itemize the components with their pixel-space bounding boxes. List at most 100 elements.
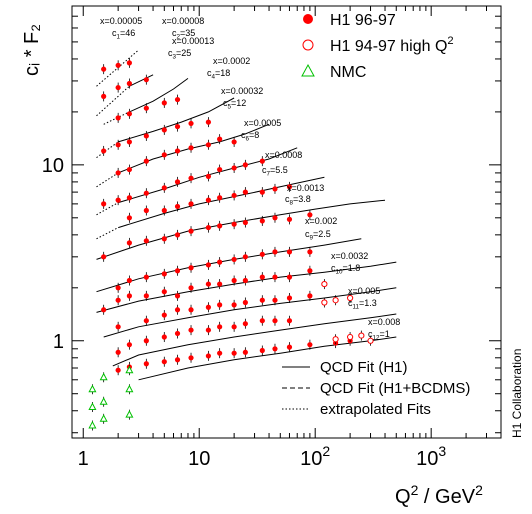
point-h1-96-97 bbox=[217, 324, 223, 330]
point-h1-96-97 bbox=[188, 285, 194, 291]
point-h1-96-97 bbox=[231, 302, 237, 308]
legend: H1 96-97 H1 94-97 high Q2 NMC QCD Fit (H1) Q… bbox=[282, 12, 470, 418]
axis-ticks: 1 10 102 103 1 10 bbox=[42, 6, 501, 470]
point-h1-96-97 bbox=[188, 327, 194, 333]
bin-x-label: x=0.0032 bbox=[331, 251, 368, 261]
point-h1-96-97 bbox=[205, 197, 212, 203]
point-h1-96-97 bbox=[161, 334, 167, 340]
fit-curve-bin-1 bbox=[96, 49, 139, 87]
bin-scale-label: c8=3.8 bbox=[285, 194, 311, 207]
point-h1-94-97 bbox=[321, 299, 328, 306]
point-h1-96-97 bbox=[188, 307, 194, 313]
point-h1-96-97 bbox=[174, 203, 181, 210]
fit-curve-bin-5 bbox=[96, 172, 119, 188]
point-h1-96-97 bbox=[231, 324, 237, 330]
point-nmc bbox=[88, 384, 97, 393]
point-h1-96-97 bbox=[161, 359, 167, 365]
point-h1-96-97 bbox=[231, 165, 237, 171]
point-h1-96-97 bbox=[143, 361, 149, 367]
point-h1-96-97 bbox=[205, 173, 212, 179]
bin-scale-label: c6=8 bbox=[241, 130, 259, 143]
point-h1-94-97 bbox=[332, 336, 339, 343]
point-h1-96-97 bbox=[126, 215, 132, 221]
point-h1-96-97 bbox=[231, 350, 237, 356]
point-h1-96-97 bbox=[188, 228, 194, 234]
point-h1-96-97 bbox=[286, 184, 293, 190]
point-h1-96-97 bbox=[101, 254, 107, 260]
legend-line-label: QCD Fit (H1+BCDMS) bbox=[320, 380, 470, 397]
fit-curve-bin-7 bbox=[96, 227, 119, 240]
legend-line-label: extrapolated Fits bbox=[320, 401, 431, 418]
point-nmc bbox=[125, 384, 134, 393]
point-h1-96-97 bbox=[126, 277, 132, 284]
point-h1-96-97 bbox=[174, 330, 181, 337]
point-h1-96-97 bbox=[161, 289, 167, 295]
point-h1-96-97 bbox=[101, 307, 107, 313]
point-h1-96-97 bbox=[242, 219, 248, 226]
point-h1-96-97 bbox=[161, 236, 167, 242]
point-h1-96-97 bbox=[272, 215, 278, 221]
point-h1-96-97 bbox=[242, 321, 248, 327]
data-points bbox=[88, 57, 374, 431]
point-h1-96-97 bbox=[286, 295, 293, 301]
point-h1-96-97 bbox=[286, 216, 293, 222]
y-tick-label: 10 bbox=[42, 155, 64, 177]
bin-x-label: x=0.0005 bbox=[244, 118, 281, 128]
bin-scale-label: c1=46 bbox=[112, 28, 135, 41]
point-h1-96-97 bbox=[272, 346, 278, 352]
point-h1-96-97 bbox=[272, 249, 278, 255]
plot-frame bbox=[71, 5, 502, 439]
point-h1-96-97 bbox=[272, 297, 278, 303]
point-h1-96-97 bbox=[259, 189, 265, 195]
point-h1-96-97 bbox=[259, 158, 265, 164]
point-h1-96-97 bbox=[143, 318, 149, 324]
point-h1-96-97 bbox=[143, 158, 149, 164]
point-h1-96-97 bbox=[286, 318, 293, 324]
point-h1-96-97 bbox=[161, 100, 167, 106]
fit-curve-bin-2 bbox=[129, 74, 154, 87]
point-h1-96-97 bbox=[205, 327, 212, 333]
point-h1-96-97 bbox=[231, 277, 237, 284]
point-h1-96-97 bbox=[259, 318, 265, 324]
bin-x-label: x=0.00005 bbox=[100, 16, 142, 26]
point-nmc bbox=[99, 372, 108, 381]
point-nmc bbox=[99, 414, 108, 422]
point-h1-96-97 bbox=[143, 207, 149, 214]
point-h1-94-97 bbox=[332, 297, 339, 304]
point-h1-96-97 bbox=[101, 148, 107, 154]
point-h1-96-97 bbox=[217, 281, 223, 287]
fit-curve-bin-4 bbox=[118, 97, 235, 143]
bin-x-label: x=0.0008 bbox=[265, 150, 302, 160]
bin-labels: x=0.00005 c1=46 x=0.00008 c2=35x=0.00013 c3=… bbox=[100, 16, 400, 342]
point-h1-96-97 bbox=[231, 256, 237, 263]
bin-x-label: x=0.0013 bbox=[287, 183, 324, 193]
point-h1-96-97 bbox=[115, 367, 121, 373]
fit-curve-bin-7 bbox=[118, 176, 325, 229]
point-h1-96-97 bbox=[188, 175, 194, 181]
point-h1-96-97 bbox=[205, 262, 212, 268]
fit-curve-bin-12 bbox=[112, 313, 397, 367]
point-h1-96-97 bbox=[115, 142, 121, 148]
bin-scale-label: c10=1.8 bbox=[331, 263, 360, 276]
point-h1-96-97 bbox=[307, 249, 313, 255]
point-h1-96-97 bbox=[126, 166, 132, 173]
point-h1-96-97 bbox=[143, 133, 149, 139]
legend-marker-open-circle bbox=[302, 39, 314, 51]
point-h1-96-97 bbox=[231, 139, 237, 145]
point-h1-96-97 bbox=[115, 324, 121, 330]
bin-scale-label: c11=1.3 bbox=[348, 298, 377, 311]
point-h1-96-97 bbox=[161, 185, 167, 191]
point-h1-96-97 bbox=[143, 105, 149, 111]
point-h1-96-97 bbox=[161, 312, 167, 318]
legend-line-label: QCD Fit (H1) bbox=[320, 359, 408, 376]
bin-scale-label: c12=1 bbox=[368, 329, 390, 342]
point-h1-96-97 bbox=[259, 251, 265, 257]
point-h1-96-97 bbox=[217, 136, 223, 142]
point-h1-96-97 bbox=[188, 355, 194, 361]
fit-curve-bin-6 bbox=[118, 147, 298, 204]
point-nmc bbox=[88, 420, 97, 429]
point-h1-96-97 bbox=[143, 190, 149, 196]
y-tick-label: 1 bbox=[53, 331, 64, 353]
point-h1-96-97 bbox=[217, 166, 223, 173]
